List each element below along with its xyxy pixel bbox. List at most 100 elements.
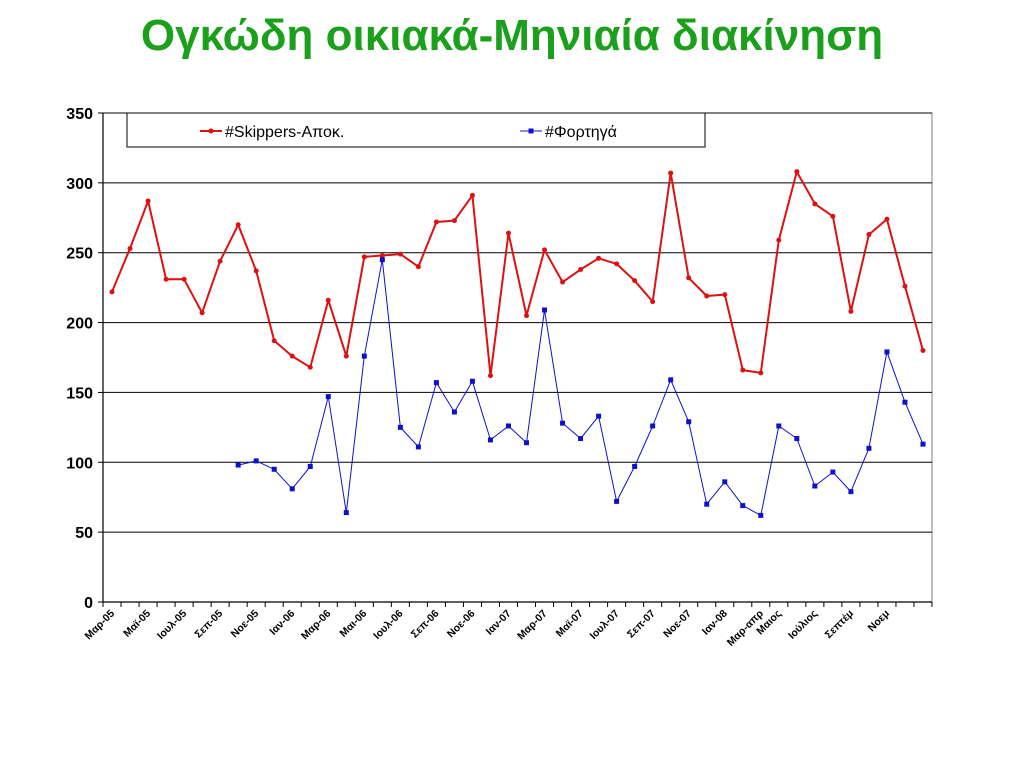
data-point (902, 399, 908, 405)
y-tick-label: 300 (66, 176, 93, 193)
data-point (524, 313, 530, 319)
x-tick-label: Σεπ-06 (409, 608, 442, 641)
data-point (686, 275, 692, 281)
data-point (560, 279, 566, 285)
y-tick-label: 350 (66, 106, 93, 123)
data-point (145, 198, 151, 204)
y-axis-ticks: 0 50 100 150 200 250 300 350 (66, 106, 103, 612)
data-point (758, 370, 764, 376)
data-point (361, 353, 367, 359)
data-point (325, 394, 331, 400)
legend-entry: #Φορτηγά (545, 124, 617, 141)
data-point (271, 338, 277, 344)
x-tick-label: Νοεμ (866, 608, 892, 634)
x-tick-label: Μαϊ-05 (121, 608, 153, 640)
data-point (884, 349, 890, 355)
data-point (848, 308, 854, 314)
data-point (235, 222, 241, 228)
data-point (109, 289, 115, 295)
data-point (343, 510, 349, 516)
data-point (253, 268, 259, 274)
data-point (397, 251, 403, 257)
x-tick-label: Ιουλ-07 (587, 608, 621, 642)
data-point (253, 458, 259, 464)
data-point (650, 299, 656, 305)
data-point (704, 293, 710, 299)
x-tick-label: Νοε-05 (229, 608, 262, 641)
y-tick-label: 0 (84, 595, 93, 612)
data-point (794, 436, 800, 442)
x-tick-label: Νοε-06 (445, 608, 478, 641)
data-point (740, 503, 746, 509)
series-group (109, 169, 926, 518)
data-point (812, 483, 818, 489)
data-point (397, 424, 403, 430)
data-point (199, 310, 205, 316)
data-point (830, 213, 836, 219)
data-point (163, 276, 169, 282)
data-point (722, 479, 728, 485)
data-point (848, 489, 854, 495)
data-point (433, 219, 439, 225)
data-point (415, 444, 421, 450)
data-point (830, 469, 836, 475)
data-point (614, 261, 620, 267)
data-point (379, 257, 385, 263)
x-tick-label: Μαι-06 (337, 608, 369, 640)
x-tick-label: Μαρ-06 (299, 608, 334, 643)
data-point (884, 216, 890, 222)
data-point (650, 423, 656, 429)
data-point (181, 276, 187, 282)
data-point (271, 466, 277, 472)
data-point (866, 232, 872, 238)
series-1 (109, 169, 926, 379)
x-tick-label: Μαρ-05 (83, 608, 118, 643)
x-tick-label: Ιαν-07 (484, 608, 514, 638)
data-point (614, 498, 620, 504)
data-point (361, 254, 367, 260)
data-point (379, 253, 385, 259)
x-tick-label: Σεπτέμ (823, 608, 856, 641)
data-point (560, 420, 566, 426)
data-point (505, 423, 511, 429)
data-point (217, 258, 223, 264)
x-tick-label: Ιαν-06 (267, 608, 297, 638)
data-point (415, 264, 421, 270)
data-point (578, 436, 584, 442)
data-point (487, 437, 493, 443)
y-tick-label: 150 (66, 385, 93, 402)
data-point (343, 353, 349, 359)
data-point (632, 463, 638, 469)
data-point (469, 192, 475, 198)
data-point (578, 266, 584, 272)
data-point (668, 377, 674, 383)
data-point (127, 246, 133, 252)
data-point (542, 307, 548, 313)
data-point (505, 230, 511, 236)
data-point (596, 413, 602, 419)
data-point (487, 373, 493, 379)
legend-swatch-marker (528, 128, 534, 134)
data-point (704, 501, 710, 507)
data-point (722, 292, 728, 298)
page-title: Ογκώδη οικιακά-Μηνιαία διακίνηση (140, 11, 884, 60)
data-point (812, 201, 818, 207)
x-tick-label: Νοε-07 (661, 608, 694, 641)
legend-swatch-marker (208, 128, 214, 134)
data-point (469, 378, 475, 384)
data-point (325, 297, 331, 303)
data-point (632, 278, 638, 284)
data-point (866, 445, 872, 451)
data-point (451, 218, 457, 224)
x-tick-label: Ιαν-08 (700, 608, 730, 638)
legend-box (126, 112, 706, 148)
data-point (542, 247, 548, 253)
data-point (307, 463, 313, 469)
data-point (758, 512, 764, 518)
y-tick-label: 50 (75, 525, 93, 542)
y-tick-label: 200 (66, 316, 93, 333)
x-tick-label: Σεπ-05 (192, 608, 225, 641)
x-axis-ticks: Μαρ-05 Μαϊ-05 Ιουλ-05 Σεπ-05 Νοε-05 Ιαν-06 Μαρ… (83, 602, 933, 649)
data-point (235, 462, 241, 468)
